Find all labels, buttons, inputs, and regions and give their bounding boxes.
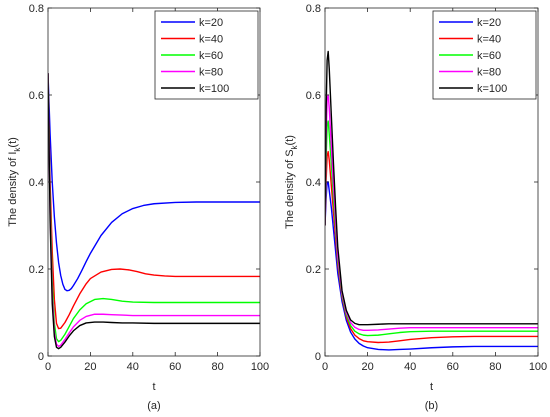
legend-item: k=20 — [161, 17, 223, 29]
x-tick-label: 40 — [404, 361, 416, 373]
legend-label: k=40 — [199, 34, 223, 46]
legend: k=20 k=40 k=60 k=80 k=100 — [432, 10, 537, 100]
legend-label: k=100 — [477, 83, 507, 95]
series-line-k-100 — [325, 50, 538, 326]
y-tick-label: 0.8 — [29, 3, 44, 15]
legend-label: k=100 — [199, 83, 229, 95]
y-axis-label: The density of Sk(t) — [284, 135, 299, 229]
legend-item: k=60 — [161, 50, 223, 62]
y-tick-label: 0.8 — [306, 3, 321, 15]
panel-caption: (a) — [147, 400, 160, 412]
legend-item: k=40 — [161, 34, 223, 46]
y-axis-label: The density of Ik(t) — [7, 137, 22, 227]
legend-item: k=80 — [161, 67, 223, 79]
legend-label: k=60 — [477, 50, 501, 62]
x-tick-label: 100 — [251, 361, 269, 373]
series-group — [48, 73, 260, 350]
x-axis-label: t — [152, 381, 155, 393]
legend-label: k=60 — [199, 50, 223, 62]
series-group — [325, 50, 538, 351]
series-line-k-20 — [325, 181, 538, 351]
legend-item: k=60 — [439, 50, 501, 62]
series-line-k-80 — [325, 94, 538, 332]
x-tick-label: 20 — [84, 361, 96, 373]
legend-item: k=40 — [439, 34, 501, 46]
x-axis-label: t — [430, 381, 433, 393]
series-line-k-60 — [325, 120, 538, 337]
legend-item: k=80 — [439, 67, 501, 79]
x-tick-label: 100 — [529, 361, 547, 373]
legend-label: k=80 — [477, 67, 501, 79]
legend-item: k=100 — [161, 83, 229, 95]
legend-label: k=40 — [477, 34, 501, 46]
y-tick-label: 0 — [315, 351, 321, 363]
x-tick-label: 60 — [169, 361, 181, 373]
series-line-k-20 — [48, 73, 260, 292]
x-tick-label: 0 — [45, 361, 51, 373]
chart-panel-1: 0 20 40 60 80 100 0 0.2 0.4 0.6 0.8 t The density of… — [7, 3, 269, 412]
chart-panel-2: 0 20 40 60 80 100 0 0.2 0.4 0.6 0.8 t The density of… — [284, 3, 547, 412]
x-tick-label: 0 — [322, 361, 328, 373]
x-tick-label: 40 — [127, 361, 139, 373]
legend: k=20 k=40 k=60 k=80 k=100 — [154, 10, 259, 100]
y-tick-label: 0.2 — [306, 264, 321, 276]
panel-caption: (b) — [425, 400, 438, 412]
y-tick-label: 0.4 — [29, 177, 44, 189]
legend-item: k=100 — [439, 83, 507, 95]
x-tick-label: 60 — [447, 361, 459, 373]
legend-label: k=20 — [477, 17, 501, 29]
y-tick-label: 0.2 — [29, 264, 44, 276]
legend-item: k=20 — [439, 17, 501, 29]
x-tick-label: 20 — [361, 361, 373, 373]
series-line-k-100 — [48, 73, 260, 350]
y-tick-label: 0.6 — [306, 90, 321, 102]
y-tick-label: 0 — [38, 351, 44, 363]
series-line-k-40 — [48, 73, 260, 330]
y-tick-label: 0.6 — [29, 90, 44, 102]
x-tick-label: 80 — [489, 361, 501, 373]
series-line-k-40 — [325, 150, 538, 344]
x-tick-label: 80 — [211, 361, 223, 373]
legend-label: k=80 — [199, 67, 223, 79]
y-tick-label: 0.4 — [306, 177, 321, 189]
series-line-k-60 — [48, 73, 260, 343]
legend-label: k=20 — [199, 17, 223, 29]
